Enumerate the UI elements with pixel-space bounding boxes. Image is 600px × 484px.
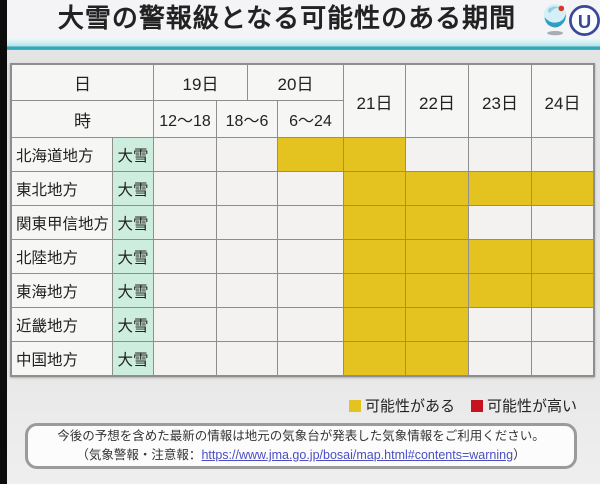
legend-item-likely: 可能性が高い (470, 395, 577, 416)
region-name: 関東甲信地方 (12, 206, 112, 239)
legend-item-possible: 可能性がある (348, 395, 455, 416)
period-cell (532, 342, 593, 375)
header-day-24: 24日 (532, 65, 593, 137)
period-cell (154, 206, 216, 239)
header-hours-12-18: 12〜18 (154, 101, 216, 137)
warning-type: 大雪 (113, 274, 153, 307)
period-cell (344, 274, 405, 307)
period-cell (154, 138, 216, 171)
period-cell (217, 172, 277, 205)
period-cell (344, 308, 405, 341)
period-cell (278, 342, 343, 375)
region-name: 中国地方 (12, 342, 112, 375)
region-name: 北海道地方 (12, 138, 112, 171)
period-cell (278, 240, 343, 273)
warning-type: 大雪 (113, 240, 153, 273)
period-cell (154, 308, 216, 341)
region-name: 東海地方 (12, 274, 112, 307)
title-underline (0, 38, 600, 50)
period-cell (344, 342, 405, 375)
header-day-22: 22日 (406, 65, 468, 137)
period-cell (469, 138, 531, 171)
period-cell (406, 138, 468, 171)
period-cell (278, 206, 343, 239)
warning-type: 大雪 (113, 138, 153, 171)
title-bar: 大雪の警報級となる可能性のある期間 U (0, 0, 600, 38)
header-day-label: 日 (12, 65, 153, 100)
note-line-1: 今後の予想を含めた最新の情報は地元の気象台が発表した気象情報をご利用ください。 (57, 428, 545, 443)
period-cell (217, 240, 277, 273)
warning-type: 大雪 (113, 342, 153, 375)
period-cell (532, 240, 593, 273)
period-cell (406, 240, 468, 273)
period-cell (469, 172, 531, 205)
jma-logo-icon (543, 4, 567, 36)
warning-period-table: 日 19日 20日 21日 22日 23日 24日 時 12〜18 18〜6 6… (10, 63, 595, 377)
period-cell (469, 240, 531, 273)
video-edge-strip (0, 0, 7, 484)
header-day-20: 20日 (248, 65, 343, 100)
period-cell (406, 308, 468, 341)
period-cell (406, 206, 468, 239)
period-cell (344, 240, 405, 273)
period-cell (217, 274, 277, 307)
page-title: 大雪の警報級となる可能性のある期間 (57, 3, 517, 33)
period-cell (469, 206, 531, 239)
header-hour-label: 時 (12, 101, 153, 137)
period-cell (469, 274, 531, 307)
period-cell (154, 240, 216, 273)
note-line-2-suffix: ） (513, 448, 526, 462)
header-day-23: 23日 (469, 65, 531, 137)
period-cell (278, 138, 343, 171)
period-cell (278, 308, 343, 341)
legend: 可能性がある 可能性が高い (348, 395, 577, 416)
note-box: 今後の予想を含めた最新の情報は地元の気象台が発表した気象情報をご利用ください。 … (25, 423, 577, 469)
legend-label-likely: 可能性が高い (486, 398, 577, 415)
period-cell (532, 274, 593, 307)
warning-type: 大雪 (113, 206, 153, 239)
region-name: 東北地方 (12, 172, 112, 205)
period-cell (532, 308, 593, 341)
period-cell (406, 342, 468, 375)
header-day-21: 21日 (344, 65, 405, 137)
period-cell (278, 274, 343, 307)
period-cell (154, 342, 216, 375)
period-cell (532, 138, 593, 171)
period-cell (217, 206, 277, 239)
possible-swatch-icon (348, 399, 361, 412)
period-cell (278, 172, 343, 205)
header-day-19: 19日 (154, 65, 247, 100)
warning-type: 大雪 (113, 308, 153, 341)
period-cell (217, 342, 277, 375)
period-cell (406, 274, 468, 307)
period-cell (217, 308, 277, 341)
likely-swatch-icon (470, 399, 483, 412)
legend-label-possible: 可能性がある (364, 398, 455, 415)
period-cell (406, 172, 468, 205)
note-line-2: （気象警報・注意報：https://www.jma.go.jp/bosai/ma… (76, 446, 525, 465)
note-line-2-prefix: （気象警報・注意報： (76, 448, 202, 462)
region-name: 近畿地方 (12, 308, 112, 341)
period-cell (154, 274, 216, 307)
period-cell (469, 308, 531, 341)
header-hours-6-24: 6〜24 (278, 101, 343, 137)
period-cell (532, 172, 593, 205)
broadcaster-logo-icon: U (568, 4, 600, 37)
period-cell (154, 172, 216, 205)
warning-type: 大雪 (113, 172, 153, 205)
jma-warning-link[interactable]: https://www.jma.go.jp/bosai/map.html#con… (201, 448, 514, 462)
period-cell (217, 138, 277, 171)
period-cell (344, 206, 405, 239)
period-cell (344, 172, 405, 205)
period-cell (344, 138, 405, 171)
broadcaster-letter: U (578, 11, 591, 32)
period-cell (532, 206, 593, 239)
period-cell (469, 342, 531, 375)
header-hours-18-6: 18〜6 (217, 101, 277, 137)
region-name: 北陸地方 (12, 240, 112, 273)
